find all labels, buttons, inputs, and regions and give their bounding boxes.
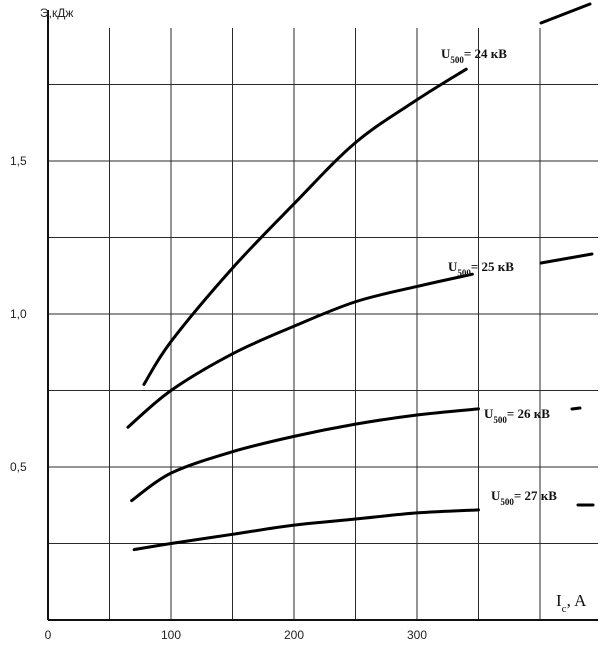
x-tick-label: 0	[45, 628, 52, 642]
series-label: U500= 24 кВ	[441, 46, 507, 65]
series-lines	[126, 67, 480, 552]
x-tick-label: 100	[161, 628, 181, 642]
series-tail-line	[539, 2, 592, 25]
series-label: U500= 27 кВ	[491, 488, 557, 507]
series-label-rest: = 24 кВ	[464, 46, 507, 61]
series-line	[126, 272, 474, 429]
y-tick-label: 0,5	[10, 460, 27, 474]
series-label-main: U	[448, 259, 458, 274]
series-label-rest: = 26 кВ	[507, 406, 550, 421]
x-tick-label: 200	[284, 628, 304, 642]
series-label-main: U	[441, 46, 451, 61]
series-label-sub: 500	[457, 268, 471, 278]
series-label-sub: 500	[450, 55, 464, 65]
series-tail-line	[570, 406, 582, 411]
x-axis-title-unit: , A	[567, 591, 588, 610]
series-tail-line	[539, 252, 594, 265]
series-line	[130, 407, 480, 503]
x-axis-title: Ic, A	[556, 591, 587, 615]
series-label-main: U	[484, 406, 494, 421]
grid-lines	[48, 28, 598, 620]
x-tick-label: 300	[407, 628, 427, 642]
y-axis-title: Э,кДж	[40, 6, 73, 20]
y-tick-label: 1,0	[10, 307, 27, 321]
series-label-sub: 500	[500, 497, 514, 507]
series-label-sub: 500	[493, 415, 507, 425]
series-label: U500= 26 кВ	[484, 406, 550, 425]
series-line	[142, 67, 468, 386]
series-label-rest: = 25 кВ	[471, 259, 514, 274]
series-line	[132, 508, 480, 552]
x-axis-title-main: I	[556, 591, 562, 610]
tick-labels: 0 100 200 300 0,5 1,0 1,5	[10, 154, 427, 642]
series-label: U500= 25 кВ	[448, 259, 514, 278]
y-tick-label: 1,5	[10, 154, 27, 168]
x-axis-title-sub: c	[562, 603, 567, 615]
axes	[47, 10, 598, 621]
series-label-main: U	[491, 488, 501, 503]
series-label-rest: = 27 кВ	[514, 488, 557, 503]
